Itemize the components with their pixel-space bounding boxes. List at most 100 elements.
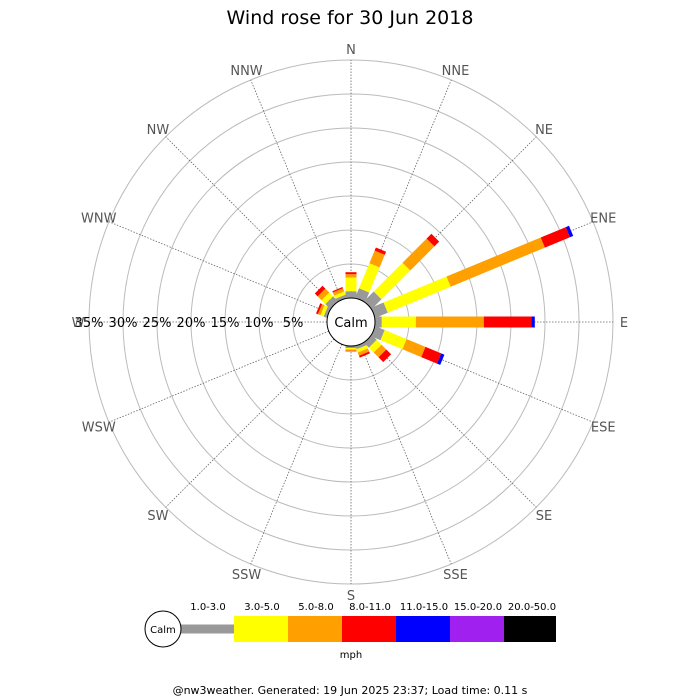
petal-segment <box>374 247 387 255</box>
radial-tick-label: 35% <box>75 316 104 331</box>
petal-segment <box>368 339 382 353</box>
legend-calm-label: Calm <box>150 625 176 636</box>
petal-segment <box>320 305 328 317</box>
legend-swatch <box>288 616 342 642</box>
chart-title: Wind rose for 30 Jun 2018 <box>227 7 474 29</box>
spoke-line <box>250 79 343 300</box>
direction-label: SE <box>536 509 552 524</box>
radial-tick-label: 30% <box>109 316 138 331</box>
petal-segment <box>383 276 451 313</box>
petal-segment <box>540 227 570 248</box>
radial-tick-label: 15% <box>211 316 240 331</box>
petal-segment <box>531 316 535 328</box>
direction-label: S <box>347 589 355 604</box>
petal-segment <box>359 351 370 358</box>
wind-petals <box>314 225 574 365</box>
petal-segment <box>437 353 445 365</box>
direction-label: WSW <box>82 420 116 435</box>
direction-label: SW <box>147 509 168 524</box>
direction-label: N <box>346 43 356 58</box>
petal-segment <box>375 316 382 328</box>
petal-segment <box>356 345 368 353</box>
legend-swatch <box>234 616 288 642</box>
legend-calm-circle <box>144 610 182 648</box>
petal-segment <box>345 346 357 348</box>
grid-ring <box>156 127 546 517</box>
petal-segment <box>314 285 326 297</box>
petal-segment <box>355 288 370 302</box>
direction-label: ESE <box>591 420 616 435</box>
petal-segment <box>335 294 347 302</box>
spoke-line <box>359 344 452 565</box>
petal-segment <box>373 344 387 358</box>
petal-segment <box>359 263 380 293</box>
petal-segment <box>371 326 385 341</box>
legend-label: 20.0-50.0 <box>508 602 556 613</box>
spoke-line <box>165 338 335 508</box>
petal-segment <box>378 349 392 363</box>
direction-label: SSW <box>232 568 262 583</box>
petal-segment <box>325 296 338 309</box>
calm-circle: Calm <box>326 297 376 347</box>
petal-segment <box>381 316 416 328</box>
legend-label: 1.0-3.0 <box>190 602 225 613</box>
petal-segment <box>364 335 377 348</box>
radial-tick-label: 25% <box>143 316 172 331</box>
legend-label: 8.0-11.0 <box>349 602 391 613</box>
petal-segment <box>373 262 411 300</box>
legend-swatch <box>504 616 556 642</box>
petal-segment <box>421 346 442 364</box>
legend-swatch <box>342 616 396 642</box>
petal-segment <box>369 250 385 268</box>
petal-segment <box>345 349 357 351</box>
direction-label: ENE <box>590 212 616 227</box>
petal-segment <box>345 350 357 352</box>
legend-label: 15.0-20.0 <box>454 602 502 613</box>
calm-label: Calm <box>334 316 367 331</box>
direction-label: WNW <box>81 212 117 227</box>
radial-tick-label: 20% <box>177 316 206 331</box>
petal-segment <box>355 342 367 350</box>
petal-segment <box>345 272 357 275</box>
footer-text: @nw3weather. Generated: 19 Jun 2025 23:3… <box>173 684 528 697</box>
radial-tick-labels: 5% 10% 15% 20% 25% 30% 35% <box>75 316 304 331</box>
direction-label: NNE <box>442 64 470 79</box>
petal-segment <box>316 303 323 315</box>
petal-segment <box>371 302 388 318</box>
legend-swatch <box>396 616 450 642</box>
petal-segment <box>426 233 440 247</box>
spoke-line <box>108 330 329 423</box>
petal-segment <box>345 274 357 278</box>
petal-segment <box>317 288 330 301</box>
petal-segment <box>357 348 370 356</box>
direction-label: E <box>620 316 628 331</box>
petal-segment <box>345 277 357 292</box>
petal-segment <box>402 238 435 271</box>
petal-segment <box>317 304 325 316</box>
petal-segment <box>323 306 331 318</box>
petal-segment <box>321 292 334 305</box>
petal-segment <box>402 339 426 358</box>
petal-segment <box>332 287 343 293</box>
direction-label: SSE <box>443 568 468 583</box>
petal-segment <box>334 291 346 299</box>
direction-labels: N NNE NE ENE E ESE SE SSE S SSW SW WSW W WNW NW NNW <box>72 43 629 604</box>
speed-legend: Calm 1.0-3.0 3.0-5.0 5.0-8.0 8.0-11.0 11.0-15… <box>144 602 556 661</box>
spoke-line <box>108 221 329 314</box>
radial-tick-label: 5% <box>283 316 304 331</box>
petal-segment <box>483 316 532 328</box>
petal-segment <box>345 291 357 298</box>
spoke-line <box>250 344 343 565</box>
petal-segment <box>332 288 345 296</box>
legend-label: 3.0-5.0 <box>244 602 279 613</box>
legend-swatch <box>450 616 504 642</box>
direction-label: NNW <box>230 64 262 79</box>
direction-label: NE <box>535 123 553 138</box>
spoke-line <box>165 136 335 306</box>
petal-segment <box>415 316 484 328</box>
legend-unit: mph <box>340 650 362 661</box>
legend-label: 11.0-15.0 <box>400 602 448 613</box>
direction-label: NW <box>147 123 170 138</box>
spoke-line <box>367 338 537 508</box>
